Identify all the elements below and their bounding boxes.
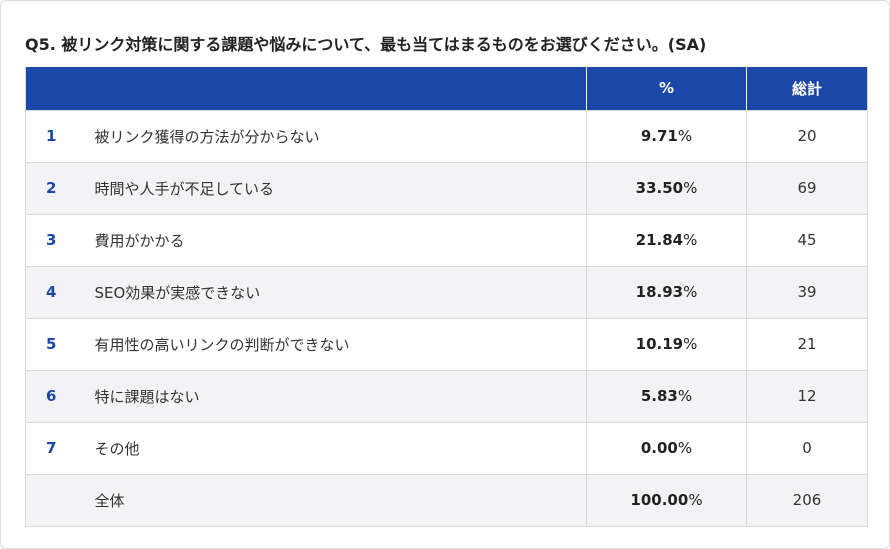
row-percent: 21.84% xyxy=(586,213,747,266)
header-total: 総計 xyxy=(746,67,868,110)
percent-value: 21.84 xyxy=(635,231,684,249)
percent-value: 5.83 xyxy=(640,387,678,405)
row-label: 被リンク獲得の方法が分からない xyxy=(94,109,587,162)
row-label: 全体 xyxy=(94,473,587,527)
table-row: 7 その他 0.00% 0 xyxy=(25,421,868,474)
row-percent: 9.71% xyxy=(586,109,747,162)
row-number: 3 xyxy=(25,213,95,266)
table-row: 1 被リンク獲得の方法が分からない 9.71% 20 xyxy=(25,109,868,162)
percent-value: 9.71 xyxy=(640,127,678,145)
row-percent: 18.93% xyxy=(586,265,747,318)
header-blank xyxy=(26,67,587,110)
percent-unit: % xyxy=(683,335,698,353)
row-number: 6 xyxy=(25,369,95,422)
row-label: 特に課題はない xyxy=(94,369,587,422)
percent-unit: % xyxy=(683,231,698,249)
percent-value: 33.50 xyxy=(635,179,684,197)
percent-unit: % xyxy=(683,179,698,197)
percent-value: 100.00 xyxy=(630,491,689,509)
header-percent: % xyxy=(586,67,747,110)
row-count: 39 xyxy=(746,265,868,318)
table-row: 6 特に課題はない 5.83% 12 xyxy=(25,369,868,422)
row-label: その他 xyxy=(94,421,587,474)
row-label: 有用性の高いリンクの判断ができない xyxy=(94,317,587,370)
table-row: 4 SEO効果が実感できない 18.93% 39 xyxy=(25,265,868,318)
row-count: 21 xyxy=(746,317,868,370)
table-total-row: 全体 100.00% 206 xyxy=(25,473,868,527)
row-number: 4 xyxy=(25,265,95,318)
row-number: 5 xyxy=(25,317,95,370)
table-row: 3 費用がかかる 21.84% 45 xyxy=(25,213,868,266)
table-header-row: % 総計 xyxy=(25,67,868,110)
row-percent: 33.50% xyxy=(586,161,747,214)
percent-value: 0.00 xyxy=(640,439,678,457)
percent-unit: % xyxy=(677,439,693,457)
row-count: 0 xyxy=(746,421,868,474)
percent-unit: % xyxy=(683,283,698,301)
percent-unit: % xyxy=(688,491,703,509)
row-percent: 100.00% xyxy=(586,473,747,527)
percent-unit: % xyxy=(677,127,693,145)
row-percent: 0.00% xyxy=(586,421,747,474)
results-table: % 総計 1 被リンク獲得の方法が分からない 9.71% 20 2 時間や人手が… xyxy=(25,67,868,527)
row-percent: 5.83% xyxy=(586,369,747,422)
row-number: 7 xyxy=(25,421,95,474)
percent-unit: % xyxy=(677,387,693,405)
row-count: 69 xyxy=(746,161,868,214)
table-row: 5 有用性の高いリンクの判断ができない 10.19% 21 xyxy=(25,317,868,370)
row-count: 12 xyxy=(746,369,868,422)
row-label: SEO効果が実感できない xyxy=(94,265,587,318)
row-label: 時間や人手が不足している xyxy=(94,161,587,214)
row-number: 1 xyxy=(25,109,95,162)
row-number xyxy=(25,473,95,527)
percent-value: 10.19 xyxy=(635,335,684,353)
row-count: 206 xyxy=(746,473,868,527)
row-count: 45 xyxy=(746,213,868,266)
table-row: 2 時間や人手が不足している 33.50% 69 xyxy=(25,161,868,214)
percent-value: 18.93 xyxy=(635,283,684,301)
row-percent: 10.19% xyxy=(586,317,747,370)
row-number: 2 xyxy=(25,161,95,214)
question-title: Q5. 被リンク対策に関する課題や悩みについて、最も当てはまるものをお選びくださ… xyxy=(25,35,707,54)
row-label: 費用がかかる xyxy=(94,213,587,266)
row-count: 20 xyxy=(746,109,868,162)
